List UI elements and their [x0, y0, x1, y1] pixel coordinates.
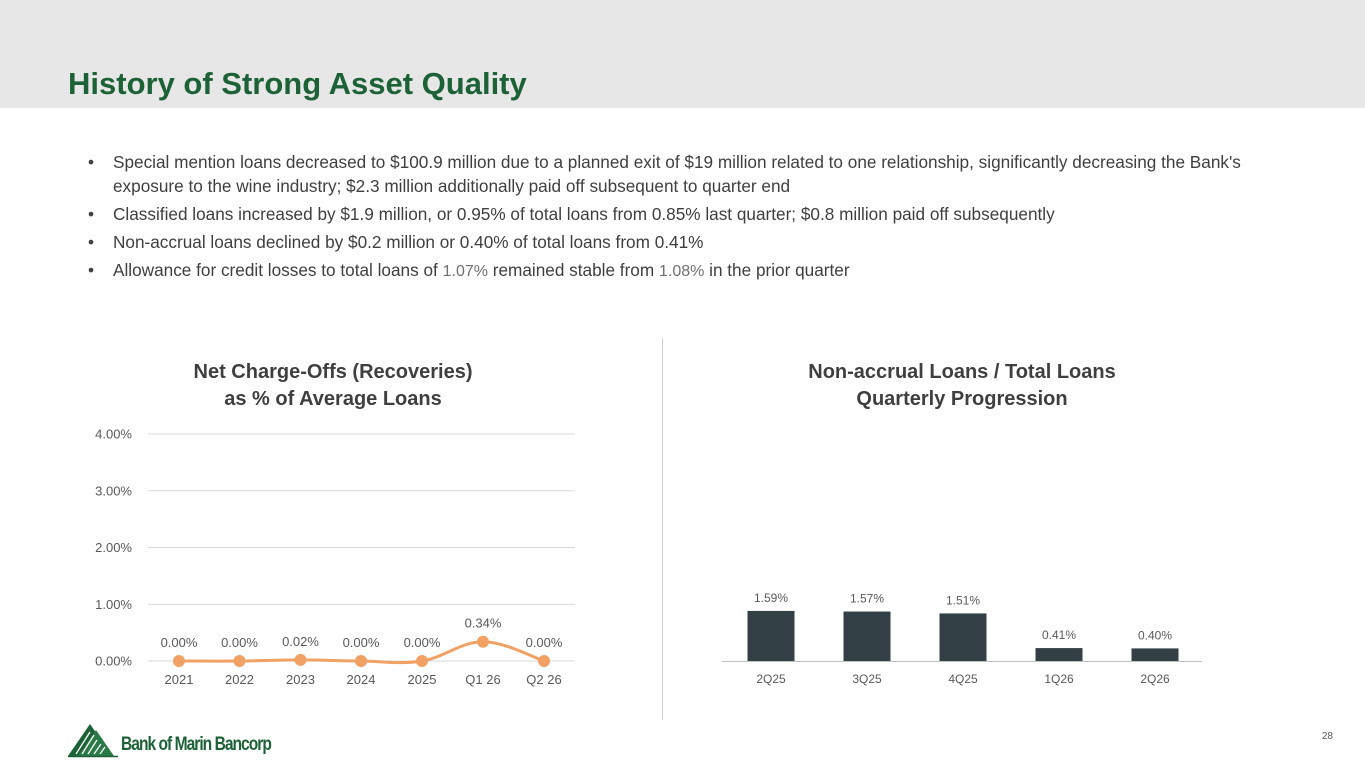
bullet-text: Non-accrual loans declined by $0.2 milli… — [113, 232, 704, 252]
bullet-item: • Allowance for credit losses to total l… — [88, 258, 1248, 284]
x-tick-label: 4Q25 — [948, 672, 978, 686]
allowance-current-value: 1.07% — [442, 263, 488, 280]
data-label: 1.57% — [850, 592, 884, 606]
data-label: 0.41% — [1042, 628, 1076, 642]
nco-chart-title-line: as % of Average Loans — [224, 388, 442, 410]
header-band — [0, 0, 1365, 108]
x-tick-label: Q1 26 — [465, 672, 500, 687]
bullet-dot: • — [88, 152, 95, 172]
data-label: 0.00% — [404, 635, 441, 650]
x-tick-label: 2022 — [225, 672, 254, 687]
x-tick-label: 2024 — [347, 672, 376, 687]
data-label: 0.00% — [161, 635, 198, 650]
x-tick-label: 2Q25 — [756, 672, 786, 686]
x-tick-label: Q2 26 — [526, 672, 561, 687]
data-point — [294, 653, 307, 666]
data-label: 0.02% — [282, 634, 319, 649]
x-tick-label: 2021 — [165, 672, 194, 687]
data-label: 0.00% — [343, 635, 380, 650]
y-tick-label: 1.00% — [95, 597, 132, 612]
bullet-text: remained stable from — [487, 260, 659, 280]
x-tick-label: 2Q26 — [1140, 672, 1170, 686]
bullet-text: in the prior quarter — [704, 260, 850, 280]
bank-logo-text: Bank of Marin Bancorp — [121, 734, 272, 755]
x-tick-label: 2023 — [286, 672, 315, 687]
data-point — [477, 635, 489, 648]
data-point — [173, 655, 185, 667]
bank-logo: Bank of Marin Bancorp — [66, 718, 296, 760]
nco-chart-title-line: Net Charge-Offs (Recoveries) — [193, 361, 473, 383]
x-tick-label: 3Q25 — [852, 672, 882, 686]
data-point — [538, 655, 550, 667]
nonaccrual-chart-title: Non-accrual Loans / Total Loans Quarterl… — [767, 359, 1157, 413]
allowance-prior-value: 1.08% — [658, 263, 705, 280]
y-tick-label: 3.00% — [95, 483, 132, 498]
data-point — [233, 655, 246, 667]
data-label: 0.00% — [526, 635, 563, 650]
bar — [843, 611, 891, 661]
bullet-text: Special mention loans decreased to $100.… — [113, 152, 1241, 196]
data-label: 0.00% — [221, 635, 258, 650]
bullet-dot: • — [88, 232, 95, 252]
nco-chart-title: Net Charge-Offs (Recoveries) as % of Ave… — [148, 359, 518, 413]
bar — [1035, 648, 1083, 661]
bullet-item: • Classified loans increased by $1.9 mil… — [88, 202, 1248, 226]
data-label: 1.51% — [946, 593, 980, 607]
x-tick-label: 2025 — [408, 672, 437, 687]
bar — [747, 610, 795, 661]
bullet-dot: • — [88, 204, 95, 224]
bullet-item: • Non-accrual loans declined by $0.2 mil… — [88, 230, 1248, 254]
data-label: 0.40% — [1138, 628, 1172, 642]
bullet-list: • Special mention loans decreased to $10… — [88, 150, 1248, 288]
page-number: 28 — [1321, 731, 1333, 742]
bullet-dot: • — [88, 260, 95, 280]
data-point — [355, 655, 367, 667]
data-label: 1.59% — [754, 591, 788, 605]
data-label: 0.34% — [465, 616, 502, 631]
y-tick-label: 4.00% — [95, 427, 132, 442]
mountain-trees-icon — [68, 724, 118, 758]
nonaccrual-chart-title-line: Quarterly Progression — [856, 388, 1068, 410]
chart-divider — [662, 338, 663, 720]
x-tick-label: 1Q26 — [1044, 672, 1074, 686]
bar — [939, 613, 987, 661]
page-title: History of Strong Asset Quality — [68, 66, 527, 101]
y-tick-label: 0.00% — [95, 654, 132, 669]
bar — [1131, 648, 1179, 661]
bullet-text: Allowance for credit losses to total loa… — [113, 260, 443, 280]
y-tick-label: 2.00% — [95, 540, 132, 555]
bullet-item: • Special mention loans decreased to $10… — [88, 150, 1248, 198]
data-point — [416, 655, 428, 667]
bullet-text: Classified loans increased by $1.9 milli… — [113, 204, 1055, 224]
nonaccrual-chart-title-line: Non-accrual Loans / Total Loans — [808, 361, 1116, 383]
